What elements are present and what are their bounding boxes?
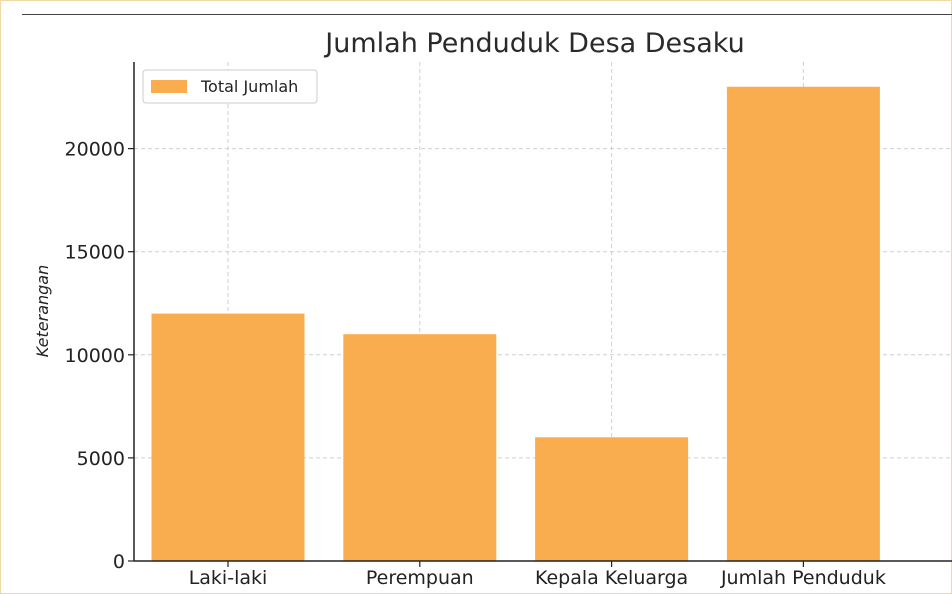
- y-axis-label: Keterangan: [33, 265, 52, 358]
- bar-kepala-keluarga: [535, 437, 689, 561]
- legend-box: [142, 69, 318, 104]
- y-tick-label: 0: [113, 551, 125, 573]
- y-tick-label: 10000: [65, 345, 125, 367]
- legend-swatch: [151, 80, 187, 93]
- y-ticks: 0 5000 10000 15000 20000: [65, 139, 134, 573]
- legend: Total Jumlah: [142, 69, 318, 104]
- x-tick-label: Kepala Keluarga: [535, 567, 688, 589]
- bar-perempuan: [343, 334, 497, 561]
- bar-laki-laki: [151, 313, 305, 561]
- chart-title: Jumlah Penduduk Desa Desaku: [323, 28, 744, 59]
- x-ticks: Laki-laki Perempuan Kepala Keluarga Jumlah …: [189, 561, 886, 589]
- y-tick-label: 5000: [77, 448, 125, 470]
- x-tick-label: Laki-laki: [189, 567, 268, 589]
- bar-jumlah-penduduk: [726, 86, 880, 561]
- x-tick-label: Jumlah Penduduk: [720, 567, 886, 589]
- legend-label: Total Jumlah: [200, 77, 298, 96]
- x-tick-label: Perempuan: [366, 567, 474, 589]
- axes: [133, 62, 952, 562]
- y-tick-label: 20000: [65, 139, 125, 161]
- y-tick-label: 15000: [65, 242, 125, 264]
- bars: [151, 86, 880, 561]
- top-divider: [22, 14, 952, 15]
